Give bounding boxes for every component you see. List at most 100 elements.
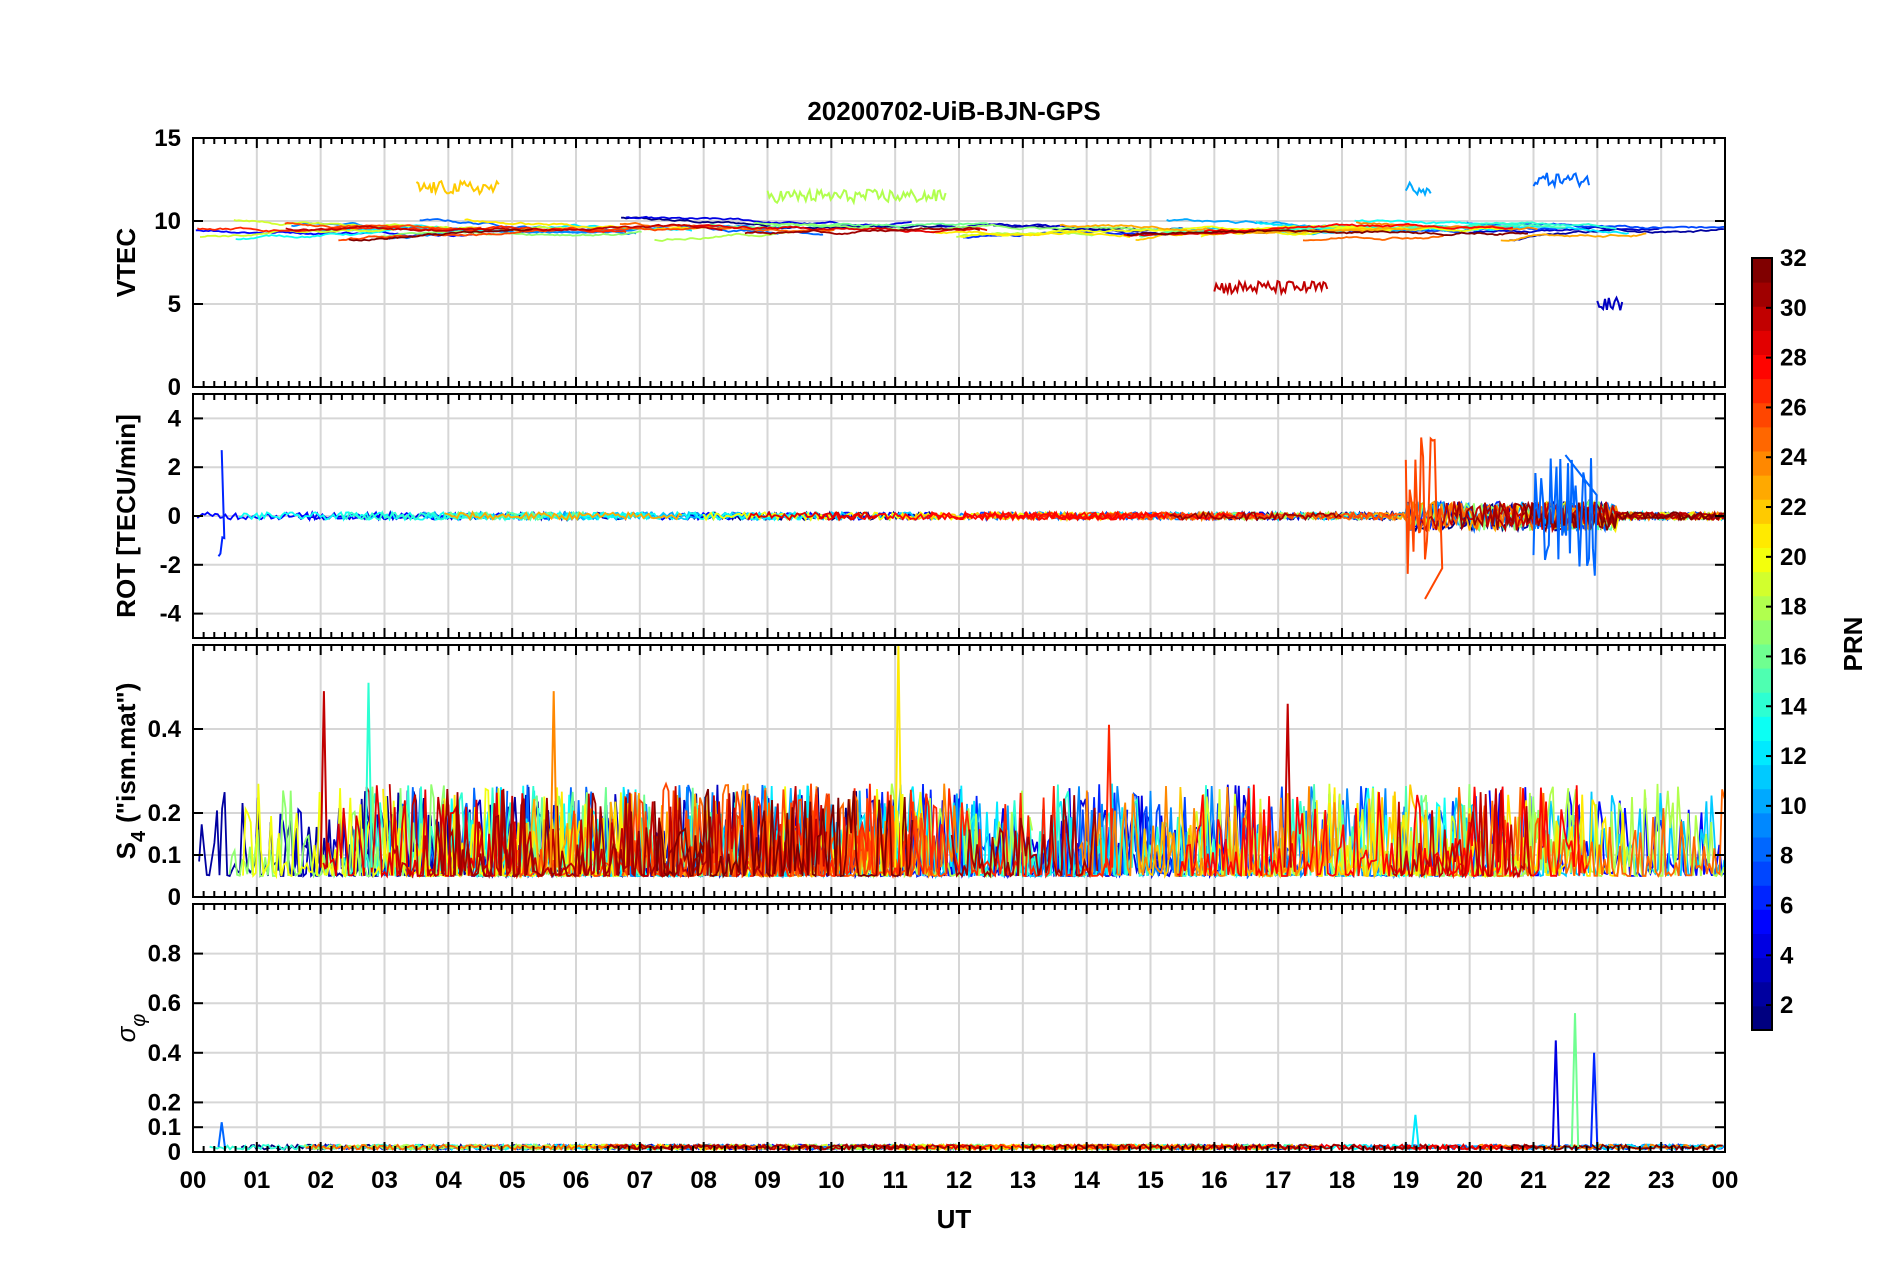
series-prn-28 [1176, 784, 1480, 880]
y-tick-label: 2 [168, 454, 181, 481]
y-tick-label: 4 [168, 405, 182, 432]
x-tick-label: 03 [371, 1167, 398, 1194]
y-tick-label: 0.4 [148, 1040, 182, 1067]
feature-prn-8 [1532, 172, 1590, 190]
x-tick-label: 06 [563, 1167, 590, 1194]
series-group [198, 645, 1725, 880]
series-prn-32 [1521, 501, 1725, 533]
y-tick-label: 0 [168, 503, 181, 530]
feature-prn-21 [894, 645, 903, 868]
colorbar-swatch [1752, 1005, 1772, 1031]
x-tick-label: 13 [1009, 1167, 1036, 1194]
series-prn-31 [1024, 1142, 1429, 1152]
x-tick-label: 02 [307, 1167, 334, 1194]
y-tick-label: 0.8 [148, 941, 181, 968]
x-tick-label: 07 [626, 1167, 653, 1194]
feature-prn-8 [1532, 454, 1598, 576]
colorbar-swatch [1752, 788, 1772, 814]
colorbar-swatch [1752, 306, 1772, 331]
feature-prn-18 [766, 186, 947, 206]
colorbar-label: PRN [1838, 617, 1868, 672]
colorbar-tick-label: 22 [1780, 494, 1807, 521]
colorbar-swatch [1752, 378, 1772, 404]
x-tick-label: 18 [1329, 1167, 1356, 1194]
feature-prn-26 [1404, 436, 1444, 600]
y-tick-label: -4 [160, 601, 182, 628]
x-tick-label: 22 [1584, 1167, 1611, 1194]
x-axis-label: UT [937, 1204, 972, 1234]
series-prn-32 [1126, 229, 1529, 237]
panel-sigma_phi: 00.10.2 0.4 0.6 0.8 σφ [111, 903, 1726, 1166]
feature-prn-3 [1596, 295, 1624, 312]
colorbar-tick-label: 10 [1780, 793, 1807, 820]
colorbar-swatch [1752, 258, 1772, 283]
colorbar-tick-label: 26 [1780, 394, 1807, 421]
colorbar-tick-label: 4 [1780, 942, 1794, 969]
x-tick-label: 00 [180, 1167, 207, 1194]
x-tick-label: 08 [690, 1167, 717, 1194]
colorbar-swatch [1752, 692, 1772, 717]
colorbar-swatch [1752, 451, 1772, 476]
feature-prn-22 [415, 179, 500, 197]
colorbar-swatch [1752, 330, 1772, 355]
series-prn-32 [1505, 1143, 1723, 1151]
feature-prn-16 [1570, 1013, 1580, 1148]
colorbar-tick-label: 6 [1780, 892, 1793, 919]
series-prn-26 [284, 221, 482, 231]
y-label-rest: ("ism.mat") [111, 683, 141, 823]
colorbar-swatch [1752, 885, 1772, 910]
x-tick-label: 21 [1520, 1167, 1547, 1194]
y-label-sub: φ [128, 1014, 150, 1027]
colorbar-swatch [1752, 957, 1772, 983]
colorbar-tick-label: 30 [1780, 295, 1807, 322]
x-tick-label: 04 [435, 1167, 462, 1194]
series-prn-28 [926, 510, 1265, 522]
feature-prn-27 [1104, 724, 1114, 868]
panel-vtec: 0 5 10 15 VTEC [111, 125, 1726, 401]
series-prn-25 [1302, 235, 1444, 242]
y-axis-label-s4: S4 ("ism.mat") [111, 683, 150, 860]
panel-rot: -4 -2 0 2 4 ROT [TECU/min] [111, 393, 1726, 639]
colorbar-swatch [1752, 861, 1772, 886]
colorbar-swatch [1752, 571, 1772, 597]
feature-prn-14 [364, 682, 373, 868]
panel-s4: 0 0.1 0.2 0.4 S4 ("ism.mat") [111, 644, 1726, 911]
y-label-sub: 4 [128, 830, 150, 842]
chart-title: 20200702-UiB-BJN-GPS [807, 96, 1100, 126]
x-tick-label: 12 [946, 1167, 973, 1194]
colorbar-swatch [1752, 716, 1772, 741]
series-prn-32 [348, 228, 533, 242]
colorbar-swatch [1752, 933, 1772, 959]
feature-prn-10 [1404, 180, 1432, 198]
colorbar-swatch [1752, 764, 1772, 790]
y-tick-label: 10 [154, 208, 181, 235]
series-prn-29 [747, 510, 877, 522]
series-prn-30 [1390, 788, 1533, 879]
y-tick-label: 0.1 [148, 1114, 181, 1141]
colorbar-swatch [1752, 523, 1772, 548]
x-tick-label: 10 [818, 1167, 845, 1194]
y-axis-label-rot: ROT [TECU/min] [111, 414, 141, 618]
colorbar-swatch [1752, 595, 1772, 621]
y-tick-label: 15 [154, 125, 181, 152]
colorbar-tick-label: 14 [1780, 693, 1807, 720]
x-tick-label: 19 [1392, 1167, 1419, 1194]
colorbar-frame [1751, 257, 1773, 1031]
y-tick-label: 0.4 [148, 716, 182, 743]
feature-prn-8 [217, 1122, 226, 1148]
series-group [209, 1013, 1725, 1152]
y-tick-label: 0.1 [148, 842, 181, 869]
feature-prn-12 [1411, 1114, 1420, 1148]
y-tick-label: 0 [168, 374, 181, 401]
feature-prn-4 [1551, 1040, 1560, 1148]
series-prn-14 [340, 785, 542, 878]
x-tick-label: 16 [1201, 1167, 1228, 1194]
series-prn-31 [1169, 510, 1342, 522]
x-tick-label: 01 [243, 1167, 270, 1194]
series-prn-30 [388, 784, 828, 880]
series-prn-17 [753, 221, 1181, 233]
series-group [196, 436, 1725, 600]
